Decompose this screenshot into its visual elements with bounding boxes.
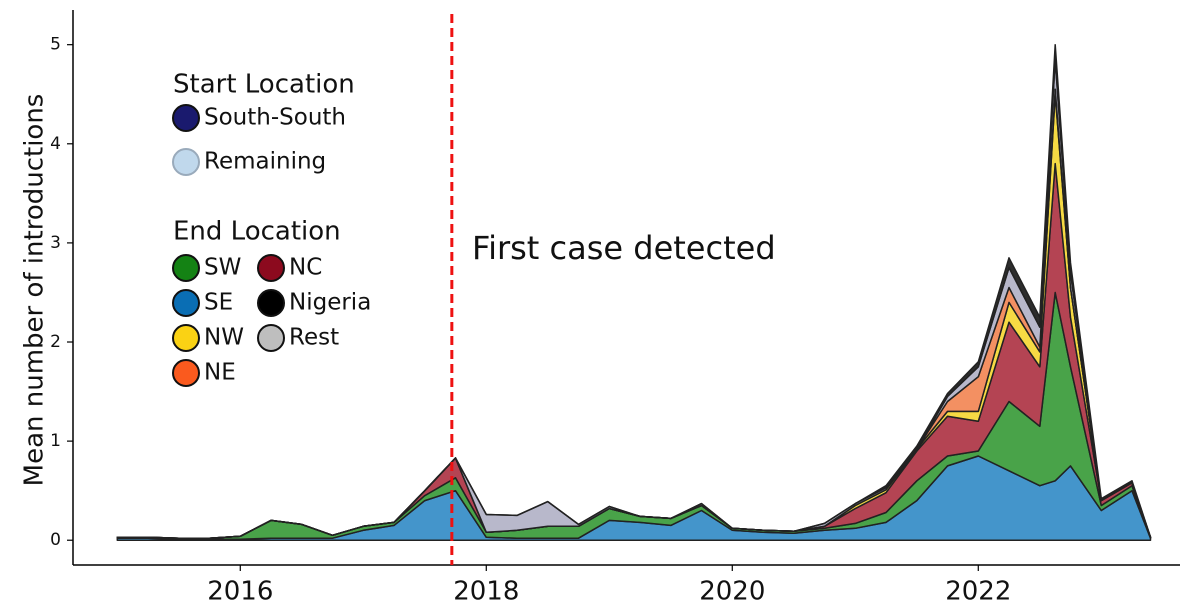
legend-swatch (257, 254, 285, 282)
legend-label: South-South (204, 105, 346, 131)
x-tick-label: 2022 (945, 577, 1011, 607)
legend-swatch (257, 289, 285, 317)
y-tick-label: 2 (50, 332, 61, 352)
y-tick-label: 0 (50, 530, 61, 550)
x-tick-label: 2016 (207, 577, 273, 607)
legend-label: Rest (289, 325, 339, 351)
legend-swatch (172, 289, 200, 317)
y-tick-label: 5 (50, 35, 61, 55)
y-tick-label: 1 (50, 431, 61, 451)
legend-swatch (172, 148, 200, 176)
legend-label: SW (204, 255, 241, 281)
legend-swatch (172, 104, 200, 132)
legend-label: NC (289, 255, 322, 281)
y-tick-label: 3 (50, 233, 61, 253)
legend-swatch (257, 324, 285, 352)
y-axis-label: Mean number of introductions (20, 94, 50, 487)
y-tick-label: 4 (50, 134, 61, 154)
legend-label: Nigeria (289, 290, 371, 316)
x-tick-label: 2020 (699, 577, 765, 607)
legend-label: SE (204, 290, 233, 316)
annotation: First case detected (472, 229, 776, 267)
legend-label: NE (204, 360, 236, 386)
legend-title: Start Location (173, 70, 355, 100)
legend-swatch (172, 324, 200, 352)
legend-swatch (172, 359, 200, 387)
legend-label: Remaining (204, 149, 326, 175)
legend-label: NW (204, 325, 244, 351)
legend-title: End Location (173, 217, 341, 247)
x-tick-label: 2018 (453, 577, 519, 607)
legend-swatch (172, 254, 200, 282)
area (116, 43, 1152, 539)
